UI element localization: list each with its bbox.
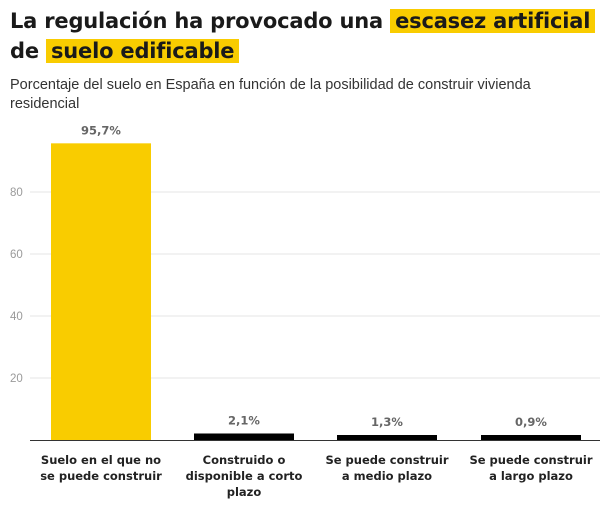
chart-subtitle: Porcentaje del suelo en España en funció… — [10, 77, 531, 112]
value-label-4: 0,9% — [515, 415, 547, 429]
x-tick-label-3: Se puede construir a medio plazo — [325, 453, 449, 483]
y-tick-label-40: 40 — [10, 311, 23, 323]
bar-3 — [337, 435, 437, 440]
bar-4 — [481, 435, 581, 440]
value-label-2: 2,1% — [228, 413, 260, 427]
title-highlight-1: escasez artificial — [390, 9, 596, 33]
x-tick-label-2: Construido o disponible a corto plazo — [185, 453, 303, 499]
title-highlight-2: suelo edificable — [46, 39, 240, 63]
value-label-1: 95,7% — [81, 123, 121, 137]
title-part-1: La regulación ha provocado una — [10, 9, 383, 33]
x-tick-label-4: Se puede construir a largo plazo — [469, 453, 593, 483]
value-label-3: 1,3% — [371, 415, 403, 429]
y-tick-label-80: 80 — [10, 187, 23, 199]
y-tick-label-20: 20 — [10, 373, 23, 385]
title-part-2: de — [10, 39, 39, 63]
x-tick-label-1: Suelo en el que no se puede construir — [40, 453, 162, 483]
bar-2 — [194, 433, 294, 440]
chart-title: La regulación ha provocado una escasez a… — [10, 6, 600, 66]
y-tick-label-60: 60 — [10, 249, 23, 261]
bar-1 — [51, 143, 151, 440]
